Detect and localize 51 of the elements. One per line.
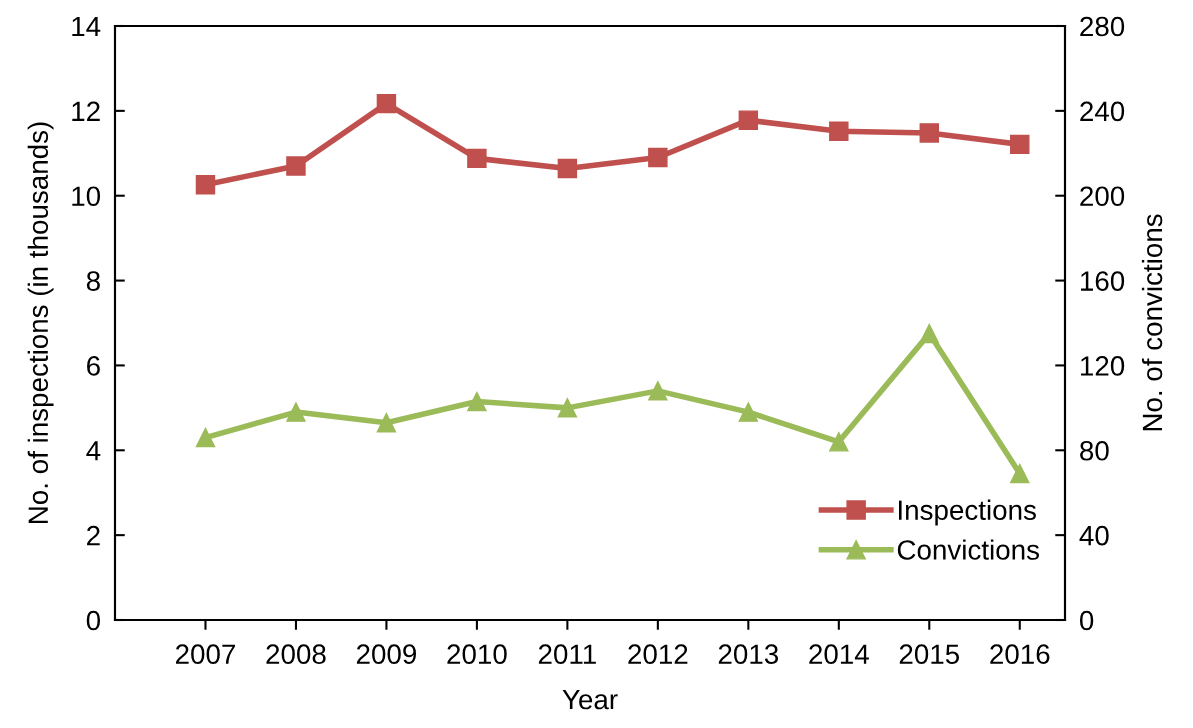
y2-tick-label: 80 <box>1080 440 1109 461</box>
y-tick-label: 8 <box>86 271 100 291</box>
x-tick-label: 2016 <box>990 644 1050 665</box>
point <box>376 93 397 114</box>
y2-axis-title: No. of convictions <box>1141 214 1163 431</box>
point <box>557 398 578 418</box>
x-tick-label: 2013 <box>718 644 779 665</box>
point <box>648 147 668 168</box>
y-tick-label: 2 <box>87 525 100 546</box>
y2-tick-label: 200 <box>1080 186 1125 207</box>
y2-tick-label: 40 <box>1079 525 1109 546</box>
x-axis-title: Year <box>562 689 618 710</box>
point <box>376 412 397 433</box>
y-tick-label: 14 <box>72 16 101 37</box>
point <box>1010 134 1030 155</box>
y2-tick-label: 160 <box>1081 271 1125 291</box>
x-tick-label: 2009 <box>356 644 417 665</box>
point <box>195 427 216 448</box>
point <box>557 158 578 179</box>
point <box>919 123 940 143</box>
y-tick-label: 6 <box>87 356 100 376</box>
point <box>919 323 940 344</box>
point <box>738 402 759 422</box>
x-tick-label: 2011 <box>538 644 596 665</box>
point <box>1010 463 1030 484</box>
point <box>648 381 668 401</box>
point <box>286 402 306 422</box>
y-tick-label: 0 <box>86 610 101 631</box>
y-tick-label: 10 <box>72 186 101 207</box>
y-axis-title: No. of inspections (in thousands) <box>27 122 54 523</box>
y2-tick-label: 0 <box>1079 610 1094 631</box>
y2-tick-label: 240 <box>1080 101 1125 122</box>
x-tick-label: 2014 <box>809 644 869 665</box>
point <box>738 110 759 130</box>
point <box>829 432 849 452</box>
legend-label: Convictions <box>897 539 1039 560</box>
y2-tick-label: 120 <box>1081 356 1125 376</box>
y2-tick-label: 280 <box>1080 16 1125 37</box>
point <box>829 121 849 141</box>
x-tick-label: 2007 <box>175 644 235 665</box>
x-tick-label: 2012 <box>628 644 688 665</box>
x-tick-label: 2010 <box>447 644 507 665</box>
legend-label: Inspections <box>898 499 1036 526</box>
y-tick-label: 4 <box>86 441 101 461</box>
point <box>467 148 487 169</box>
point <box>467 391 487 412</box>
point <box>286 156 306 176</box>
x-tick-label: 2008 <box>266 644 326 665</box>
y-tick-label: 12 <box>72 101 100 121</box>
x-tick-label: 2015 <box>899 644 960 665</box>
point <box>195 174 216 195</box>
